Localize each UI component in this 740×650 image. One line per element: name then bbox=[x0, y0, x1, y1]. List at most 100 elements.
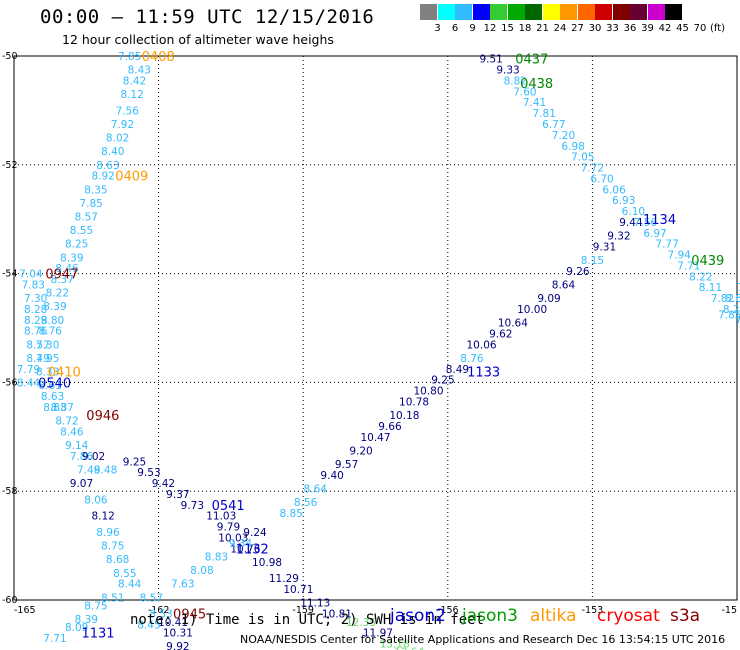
legend-swatch bbox=[472, 4, 490, 20]
axis-ticks: -165 -162 -159 -156 -153 -15-50-52-54-56-58-6… bbox=[2, 51, 737, 616]
wave-height-point: 9.51 bbox=[479, 54, 502, 66]
pass-time-label: 0540 bbox=[38, 376, 71, 391]
wave-height-point: 8.83 bbox=[43, 402, 66, 414]
wave-height-point: 8.96 bbox=[96, 527, 120, 539]
wave-height-point: 8.12 bbox=[120, 89, 143, 101]
pass-time-label: 0541 bbox=[212, 499, 245, 514]
pass-time-label: 0409 bbox=[115, 170, 148, 185]
legend-label: 42 bbox=[658, 23, 672, 34]
chart-title: 00:00 – 11:59 UTC 12/15/2016 bbox=[40, 6, 375, 28]
wave-height-point: 8.63 bbox=[96, 160, 119, 172]
legend-swatch bbox=[420, 4, 437, 20]
legend-swatch bbox=[647, 4, 665, 20]
wave-height-point: 8.76 bbox=[24, 326, 48, 338]
wave-height-point: 8.28 bbox=[24, 304, 47, 316]
pass-time-label: 1133 bbox=[467, 366, 500, 381]
wave-height-point: 9.79 bbox=[217, 522, 240, 534]
wave-height-point: 8.82 bbox=[504, 75, 527, 87]
wave-height-point: 7.30 bbox=[36, 339, 59, 351]
chart-subtitle: 12 hour collection of altimeter wave hei… bbox=[62, 32, 334, 47]
wave-height-point: 8.46 bbox=[55, 263, 79, 275]
wave-height-point: 8.29 bbox=[24, 315, 47, 327]
wave-height-point: 8.57 bbox=[26, 339, 49, 351]
wave-height-point: 8.56 bbox=[294, 497, 318, 509]
wave-height-point: 7.94 bbox=[667, 250, 691, 262]
wave-height-point: 7.05 bbox=[571, 152, 594, 164]
satellite-label-cryosat: cryosat bbox=[597, 606, 660, 626]
wave-height-point: 10.31 bbox=[163, 628, 193, 640]
wave-height-point: 7.85 bbox=[79, 198, 102, 210]
wave-height-point: 8.46 bbox=[60, 426, 84, 438]
y-tick-label: -54 bbox=[2, 269, 18, 280]
legend-swatch bbox=[665, 4, 682, 20]
legend-label: 36 bbox=[623, 23, 637, 34]
satellite-label-altika: altika bbox=[530, 606, 577, 626]
wave-height-point: 7.56 bbox=[116, 105, 140, 117]
legend-label: (ft) bbox=[709, 23, 726, 34]
legend-label: 12 bbox=[483, 23, 497, 34]
wave-height-point: 8.40 bbox=[101, 146, 124, 158]
pass-time-label: 1132 bbox=[236, 542, 269, 557]
wave-height-point: 10.18 bbox=[389, 410, 419, 422]
wave-height-point: 6.06 bbox=[602, 184, 626, 196]
wave-height-point: 8.48 bbox=[94, 464, 117, 476]
legend-swatch bbox=[560, 4, 577, 20]
satellite-label-jason2: jason2 bbox=[390, 606, 446, 626]
y-tick-label: -56 bbox=[2, 377, 18, 388]
wave-height-point: 10.00 bbox=[517, 304, 547, 316]
wave-height-point: 7.49 bbox=[77, 464, 100, 476]
wave-height-point: 7.83 bbox=[22, 279, 45, 291]
legend-label: 9 bbox=[469, 23, 476, 34]
wave-height-point: 8.64 bbox=[552, 279, 576, 291]
wave-height-point: 8.75 bbox=[84, 600, 107, 612]
wave-height-point: 10.76 bbox=[230, 543, 260, 555]
wave-height-point: 8.15 bbox=[581, 255, 604, 267]
wave-height-point: 7.20 bbox=[552, 130, 575, 142]
wave-height-point: 8.12 bbox=[91, 511, 114, 523]
pass-time-label: 0437 bbox=[515, 53, 548, 68]
wave-height-point: 10.98 bbox=[252, 557, 282, 569]
wave-height-point: 8.22 bbox=[689, 271, 712, 283]
wave-height-point: 8.55 bbox=[113, 568, 136, 580]
wave-height-point: 9.25 bbox=[431, 375, 454, 387]
wave-height-point: 8.25 bbox=[65, 239, 88, 251]
wave-height-point: 8.80 bbox=[41, 315, 64, 327]
wave-height-point: 7.85 bbox=[718, 309, 740, 321]
wave-height-point: 8.09 bbox=[65, 622, 88, 634]
legend-label: 27 bbox=[571, 23, 584, 34]
wave-height-point: 6.10 bbox=[622, 206, 645, 218]
wave-height-point: 9.33 bbox=[496, 65, 519, 77]
legend-swatch bbox=[595, 4, 612, 20]
wave-height-point: 9.57 bbox=[335, 459, 358, 471]
legend-swatch bbox=[437, 4, 455, 20]
wave-height-point: 8.63 bbox=[41, 391, 64, 403]
wave-height-point: 8.39 bbox=[43, 301, 66, 313]
wave-height-point: 9.53 bbox=[137, 467, 160, 479]
y-tick-label: -60 bbox=[2, 595, 18, 606]
wave-height-point: 8.42 bbox=[123, 75, 146, 87]
wave-height-point: 6.77 bbox=[542, 119, 565, 131]
x-tick-label: -15 bbox=[721, 605, 737, 616]
wave-height-point: 7.56 bbox=[634, 217, 658, 229]
wave-height-point: 11.29 bbox=[269, 573, 299, 585]
wave-height-point: 8.39 bbox=[75, 614, 98, 626]
legend-label: 18 bbox=[518, 23, 532, 34]
legend-swatch bbox=[455, 4, 472, 20]
wave-height-point: 8.23 bbox=[723, 304, 740, 316]
wave-height-point: 9.24 bbox=[243, 527, 267, 539]
legend-label: 33 bbox=[606, 23, 619, 34]
wave-height-point: 8.68 bbox=[106, 554, 129, 566]
wave-height-point: 9.40 bbox=[320, 470, 343, 482]
wave-height-point: 10.06 bbox=[467, 339, 497, 351]
wave-height-point: 8.35 bbox=[84, 184, 107, 196]
wave-height-point: 10.71 bbox=[283, 584, 313, 596]
wave-height-point: 10.78 bbox=[399, 396, 429, 408]
pass-time-label: 0946 bbox=[86, 409, 119, 424]
wave-height-point: 8.76 bbox=[38, 326, 62, 338]
wave-height-point: 7.77 bbox=[655, 239, 678, 251]
wave-height-point: 9.26 bbox=[566, 266, 590, 278]
wave-height-point: 7.95 bbox=[36, 353, 59, 365]
wave-height-point: 7.82 bbox=[711, 293, 734, 305]
y-tick-label: -50 bbox=[2, 51, 18, 62]
